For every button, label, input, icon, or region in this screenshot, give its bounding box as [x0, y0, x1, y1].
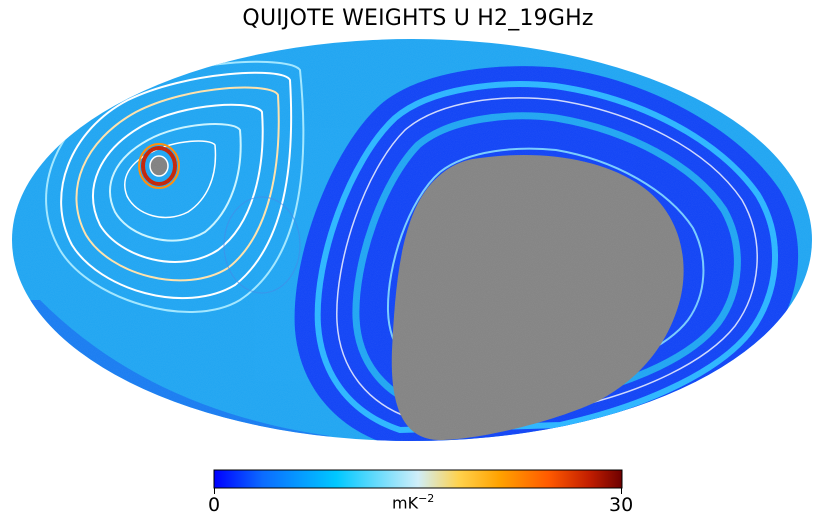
colorbar-frame — [213, 469, 623, 489]
colorbar-unit-label: mK−2 — [392, 492, 434, 512]
colorbar-max-label: 30 — [609, 494, 634, 516]
unit-base: mK — [392, 493, 419, 513]
colorbar — [213, 469, 623, 494]
colorbar-gradient — [214, 470, 622, 488]
map-title: QUIJOTE WEIGHTS U H2_19GHz — [242, 6, 594, 31]
colorbar-min-label: 0 — [208, 494, 221, 516]
unit-exponent: −2 — [418, 492, 435, 505]
